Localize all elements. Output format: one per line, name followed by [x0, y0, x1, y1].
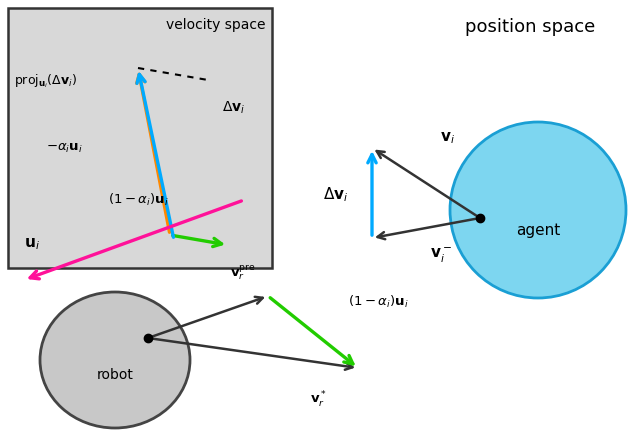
- Text: position space: position space: [465, 18, 595, 36]
- Text: $\mathbf{v}_r^*$: $\mathbf{v}_r^*$: [310, 390, 326, 410]
- Text: $\mathbf{v}_i^-$: $\mathbf{v}_i^-$: [430, 246, 452, 264]
- Text: $-\alpha_i \mathbf{u}_i$: $-\alpha_i \mathbf{u}_i$: [46, 142, 83, 155]
- Text: $\Delta \mathbf{v}_i$: $\Delta \mathbf{v}_i$: [323, 186, 348, 205]
- Text: velocity space: velocity space: [166, 18, 266, 32]
- Text: robot: robot: [97, 368, 133, 382]
- Text: $\mathbf{v}_r^{\mathrm{pre}}$: $\mathbf{v}_r^{\mathrm{pre}}$: [230, 263, 256, 282]
- Ellipse shape: [40, 292, 190, 428]
- Text: $\mathrm{proj}_{\mathbf{u}_i}(\Delta \mathbf{v}_i)$: $\mathrm{proj}_{\mathbf{u}_i}(\Delta \ma…: [14, 72, 77, 90]
- Text: $\mathbf{u}_i$: $\mathbf{u}_i$: [24, 236, 40, 252]
- Bar: [8, 8, 272, 268]
- Text: $\mathbf{v}_i$: $\mathbf{v}_i$: [440, 130, 455, 146]
- Text: $(1-\alpha_i)\mathbf{u}_i$: $(1-\alpha_i)\mathbf{u}_i$: [108, 192, 169, 208]
- Ellipse shape: [450, 122, 626, 298]
- Text: $\Delta \mathbf{v}_i$: $\Delta \mathbf{v}_i$: [222, 100, 245, 116]
- Text: $(1-\alpha_i)\mathbf{u}_i$: $(1-\alpha_i)\mathbf{u}_i$: [348, 294, 409, 310]
- Text: agent: agent: [516, 222, 560, 237]
